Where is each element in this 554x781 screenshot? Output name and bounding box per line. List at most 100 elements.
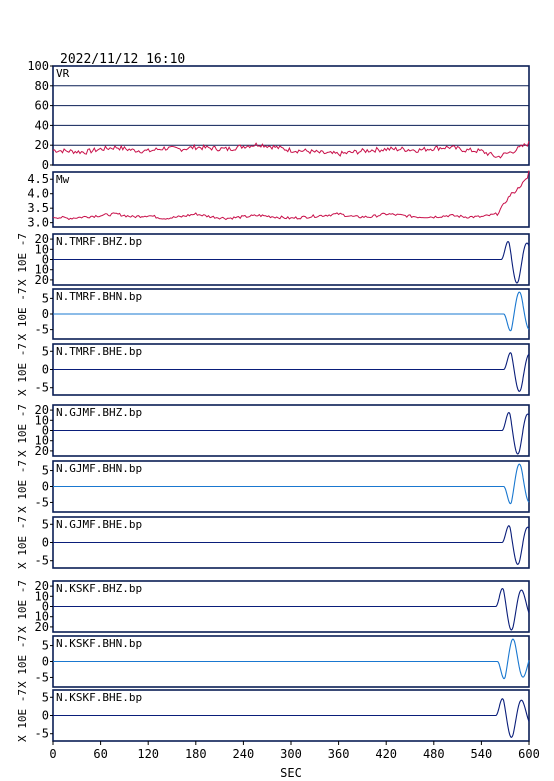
y-tick-label: 20	[35, 579, 49, 593]
x-tick-label: 180	[185, 747, 207, 761]
y-tick-label: -5	[35, 727, 49, 741]
x-tick-label: 300	[280, 747, 302, 761]
y-tick-label: -5	[35, 554, 49, 568]
y-tick-label: 0	[42, 307, 49, 321]
panel-label: N.TMRF.BHN.bp	[56, 290, 142, 303]
panel-label: N.GJMF.BHZ.bp	[56, 406, 142, 419]
y-tick-label: 10	[35, 263, 49, 277]
y-tick-label: 5	[42, 517, 49, 531]
panel-frame	[52, 65, 530, 166]
panel-frame	[52, 171, 530, 228]
series-line	[52, 170, 530, 221]
y-tick-label: 0	[42, 600, 49, 614]
y-tick-label: 10	[35, 413, 49, 427]
panel-label: N.KSKF.BHZ.bp	[56, 582, 142, 595]
x-axis-label: SEC	[280, 766, 302, 780]
x-tick-label: 0	[49, 747, 56, 761]
panel-label: Mw	[56, 173, 70, 186]
y-tick-label: 0	[42, 363, 49, 377]
y-tick-label: 20	[35, 138, 49, 152]
y-tick-label: 0	[42, 158, 49, 172]
y-tick-label: 20	[35, 273, 49, 287]
panel-label: N.GJMF.BHN.bp	[56, 462, 142, 475]
y-unit-label: X 10E -7	[16, 404, 29, 457]
waveform-line	[53, 291, 530, 332]
x-tick-label: 540	[471, 747, 493, 761]
y-tick-label: 20	[35, 620, 49, 634]
y-tick-label: 10	[35, 242, 49, 256]
y-tick-label: 10	[35, 434, 49, 448]
y-tick-label: 100	[27, 59, 49, 73]
x-tick-label: 600	[518, 747, 540, 761]
panel-label: N.TMRF.BHZ.bp	[56, 235, 142, 248]
y-tick-label: 20	[35, 232, 49, 246]
y-tick-label: 0	[42, 536, 49, 550]
y-unit-label: X 10E -7	[16, 635, 29, 688]
waveform-line	[53, 588, 530, 631]
x-tick-label: 60	[93, 747, 107, 761]
waveform-line	[53, 412, 530, 455]
y-tick-label: 5	[42, 291, 49, 305]
x-axis: 0 60 120 180 240 300 360 420 480 540 600	[49, 741, 540, 761]
y-tick-label: 0	[42, 480, 49, 494]
y-unit-label: X 10E -7	[16, 516, 29, 569]
panel-n-tmrf-bhe-bp: 5 0 -5 X 10E -7 N.TMRF.BHE.bp	[16, 343, 530, 396]
y-tick-label: 60	[35, 99, 49, 113]
y-tick-label: 5	[42, 344, 49, 358]
waveform-line	[53, 463, 530, 505]
y-tick-label: 0	[42, 709, 49, 723]
y-tick-label: 5	[42, 690, 49, 704]
y-unit-label: X 10E -7	[16, 580, 29, 633]
panel-label: N.KSKF.BHE.bp	[56, 691, 142, 704]
y-unit-label: X 10E -7	[16, 343, 29, 396]
waveform-line	[53, 241, 530, 284]
y-tick-label: -5	[35, 381, 49, 395]
y-unit-label: X 10E -7	[16, 689, 29, 742]
waveform-line	[53, 638, 530, 680]
y-tick-label: 5	[42, 464, 49, 478]
panel-n-gjmf-bhn-bp: 5 0-5 X 10E -7 N.GJMF.BHN.bp	[16, 460, 530, 513]
waveform-line	[53, 352, 530, 392]
y-tick-label: 0	[42, 253, 49, 267]
x-tick-label: 360	[328, 747, 350, 761]
y-tick-label: 20	[35, 444, 49, 458]
y-tick-label: 5	[42, 639, 49, 653]
x-tick-label: 120	[137, 747, 159, 761]
y-tick-label: 20	[35, 403, 49, 417]
panel-n-kskf-bhn-bp: 5 0-5 X 10E -7 N.KSKF.BHN.bp	[16, 635, 530, 688]
y-unit-label: X 10E -7	[16, 460, 29, 513]
y-tick-label: 40	[35, 118, 49, 132]
x-tick-label: 480	[423, 747, 445, 761]
series-line	[52, 141, 530, 159]
panel-label: N.KSKF.BHN.bp	[56, 637, 142, 650]
y-tick-label: 4.0	[27, 187, 49, 201]
panel-label: N.GJMF.BHE.bp	[56, 518, 142, 531]
panel-mw: 3.03.54.04.5 Mw	[27, 170, 530, 230]
y-tick-label: 3.0	[27, 216, 49, 230]
panel-vr: 0 20 40 60 80 100 VR	[27, 59, 530, 172]
panel-n-gjmf-bhe-bp: 5 0 -5 X 10E -7 N.GJMF.BHE.bp	[16, 516, 530, 569]
y-unit-label: X 10E -7	[16, 233, 29, 286]
panel-label: N.TMRF.BHE.bp	[56, 345, 142, 358]
panel-n-kskf-bhe-bp: 5 0 -5 X 10E -7 N.KSKF.BHE.bp	[16, 689, 530, 742]
y-tick-label: 3.5	[27, 201, 49, 215]
waveform-line	[53, 698, 530, 738]
y-tick-label: 4.5	[27, 172, 49, 186]
waveform-line	[53, 525, 530, 565]
x-tick-label: 420	[375, 747, 397, 761]
y-unit-label: X 10E -7	[16, 288, 29, 341]
y-tick-label: -5	[35, 323, 49, 337]
y-tick-label: -5	[35, 670, 49, 684]
y-tick-label: 0	[42, 424, 49, 438]
y-tick-label: 80	[35, 79, 49, 93]
x-tick-label: 240	[233, 747, 255, 761]
y-tick-label: -5	[35, 495, 49, 509]
panel-label: VR	[56, 67, 70, 80]
y-tick-label: 10	[35, 610, 49, 624]
y-tick-label: 0	[42, 655, 49, 669]
